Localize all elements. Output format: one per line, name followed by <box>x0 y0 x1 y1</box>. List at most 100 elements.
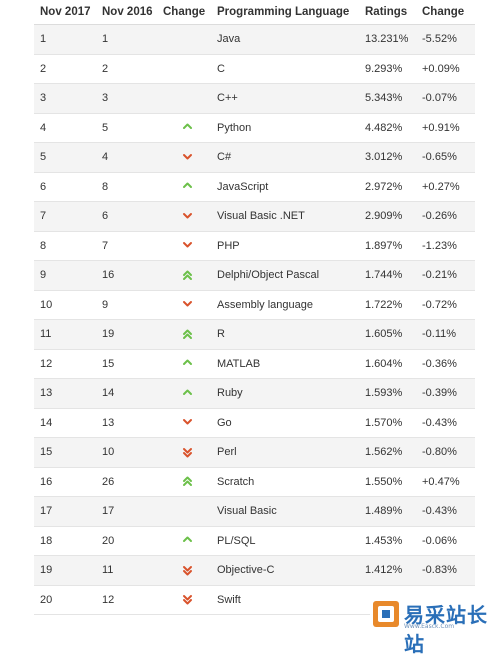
language-cell: Visual Basic .NET <box>211 201 359 232</box>
rank-2017-cell: 12 <box>34 349 96 379</box>
chevron-down-icon <box>182 242 192 248</box>
header-row: Nov 2017 Nov 2016 Change Programming Lan… <box>34 0 475 25</box>
rating-cell: 1.453% <box>359 526 416 556</box>
change-cell <box>157 349 211 379</box>
chevron-down-icon <box>182 419 192 425</box>
chevron-down-icon <box>182 153 192 160</box>
rank-2017-cell: 16 <box>34 467 96 497</box>
rating-cell: 1.412% <box>359 555 416 586</box>
rating-change-cell: +0.47% <box>416 467 475 497</box>
rank-2017-cell: 9 <box>34 260 96 291</box>
rank-2016-cell: 2 <box>96 54 157 84</box>
table-row: 11 19 R 1.605% -0.11% <box>34 319 475 350</box>
rating-change-cell: -0.36% <box>416 349 475 379</box>
language-cell: Visual Basic <box>211 496 359 527</box>
rank-2017-cell: 8 <box>34 231 96 261</box>
rating-change-cell: -0.72% <box>416 290 475 320</box>
watermark: 易采站长站 Www.Easck.Com <box>370 597 498 656</box>
language-cell: Swift <box>211 585 359 615</box>
change-cell <box>157 467 211 497</box>
change-cell <box>157 83 211 114</box>
change-cell <box>157 231 211 261</box>
rating-cell: 5.343% <box>359 83 416 114</box>
table-row: 14 13 Go 1.570% -0.43% <box>34 408 475 438</box>
language-cell: Java <box>211 24 359 55</box>
language-cell: MATLAB <box>211 349 359 379</box>
rank-2016-cell: 1 <box>96 24 157 55</box>
table-row: 17 17 Visual Basic 1.489% -0.43% <box>34 496 475 527</box>
rating-cell: 2.909% <box>359 201 416 232</box>
rank-2017-cell: 3 <box>34 83 96 114</box>
language-cell: C <box>211 54 359 84</box>
change-cell <box>157 24 211 55</box>
double-chevron-up-icon <box>182 476 192 487</box>
rating-cell: 1.489% <box>359 496 416 527</box>
language-cell: Assembly language <box>211 290 359 320</box>
change-cell <box>157 54 211 84</box>
rank-2017-cell: 11 <box>34 319 96 350</box>
rank-2017-cell: 13 <box>34 378 96 409</box>
rating-change-cell: +0.27% <box>416 172 475 202</box>
rating-change-cell: -0.43% <box>416 408 475 438</box>
language-cell: Python <box>211 113 359 143</box>
rating-change-cell: +0.09% <box>416 54 475 84</box>
rating-change-cell: -0.21% <box>416 260 475 291</box>
easck-logo-icon <box>373 601 399 627</box>
rank-2017-cell: 4 <box>34 113 96 143</box>
header-rating-change: Change <box>416 0 475 25</box>
rating-cell: 1.593% <box>359 378 416 409</box>
rating-cell: 1.550% <box>359 467 416 497</box>
rating-cell: 9.293% <box>359 54 416 84</box>
rank-2017-cell: 20 <box>34 585 96 615</box>
table-row: 7 6 Visual Basic .NET 2.909% -0.26% <box>34 201 475 232</box>
table-body: 1 1 Java 13.231% -5.52% 2 2 C 9.293% +0.09% 3 3 C++ 5… <box>34 24 475 615</box>
table-row: 5 4 C# 3.012% -0.65% <box>34 142 475 173</box>
rating-cell: 1.605% <box>359 319 416 350</box>
watermark-subtext: Www.Easck.Com <box>404 623 455 630</box>
change-cell <box>157 113 211 143</box>
change-cell <box>157 260 211 291</box>
rank-2016-cell: 20 <box>96 526 157 556</box>
change-cell <box>157 408 211 438</box>
change-cell <box>157 201 211 232</box>
double-chevron-up-icon <box>182 270 192 280</box>
rating-change-cell: -0.11% <box>416 319 475 350</box>
rank-2017-cell: 7 <box>34 201 96 232</box>
table-header: Nov 2017 Nov 2016 Change Programming Lan… <box>34 0 475 25</box>
header-nov-2016: Nov 2016 <box>96 0 157 25</box>
change-cell <box>157 585 211 615</box>
rank-2016-cell: 17 <box>96 496 157 527</box>
rating-cell: 1.897% <box>359 231 416 261</box>
rank-2016-cell: 14 <box>96 378 157 409</box>
double-chevron-down-icon <box>182 447 192 458</box>
rank-2016-cell: 11 <box>96 555 157 586</box>
rank-2016-cell: 19 <box>96 319 157 350</box>
rank-2016-cell: 13 <box>96 408 157 438</box>
rating-change-cell: -0.43% <box>416 496 475 527</box>
change-cell <box>157 142 211 173</box>
rank-2017-cell: 5 <box>34 142 96 173</box>
ranking-table: Nov 2017 Nov 2016 Change Programming Lan… <box>34 0 475 615</box>
rating-change-cell: -0.06% <box>416 526 475 556</box>
rank-2016-cell: 26 <box>96 467 157 497</box>
table-row: 20 12 Swift <box>34 585 475 615</box>
language-cell: PHP <box>211 231 359 261</box>
change-cell <box>157 526 211 556</box>
rating-change-cell: -0.07% <box>416 83 475 114</box>
language-cell: R <box>211 319 359 350</box>
table-row: 12 15 MATLAB 1.604% -0.36% <box>34 349 475 379</box>
rating-cell: 1.570% <box>359 408 416 438</box>
double-chevron-down-icon <box>182 565 192 576</box>
table-row: 2 2 C 9.293% +0.09% <box>34 54 475 84</box>
language-cell: JavaScript <box>211 172 359 202</box>
rank-2016-cell: 7 <box>96 231 157 261</box>
change-cell <box>157 496 211 527</box>
language-cell: PL/SQL <box>211 526 359 556</box>
rank-2017-cell: 19 <box>34 555 96 586</box>
chevron-up-icon <box>182 359 192 366</box>
rating-change-cell: -1.23% <box>416 231 475 261</box>
language-cell: Delphi/Object Pascal <box>211 260 359 291</box>
rating-change-cell: -0.26% <box>416 201 475 232</box>
chevron-up-icon <box>182 536 192 543</box>
rating-cell: 2.972% <box>359 172 416 202</box>
